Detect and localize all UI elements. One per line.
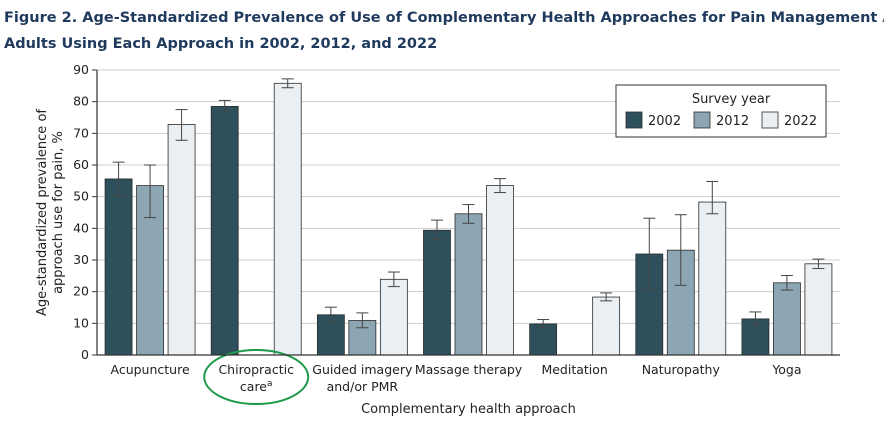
y-tick-label: 50 [73,189,89,204]
y-tick-label: 10 [73,315,89,330]
x-tick-label: Naturopathy [642,362,721,377]
bar-2002 [423,229,451,356]
bar-2022 [167,124,196,356]
x-tick-label: Yoga [771,362,801,377]
x-tick-label: Massage therapy [415,362,523,377]
x-tick-label: Guided imagery [312,362,413,377]
y-tick-label: 20 [73,284,89,299]
bar-2022 [698,201,727,356]
legend-title: Survey year [692,92,771,107]
error-bars [112,78,825,329]
figure-title-line2: Adults Using Each Approach in 2002, 2012… [4,36,437,52]
legend-swatch-2002 [625,111,643,129]
y-tick-label: 70 [73,125,89,140]
footnote-marker: a [267,379,273,389]
x-tick-label: Chiropractic [218,362,294,377]
y-tick-label: 40 [73,220,89,235]
x-tick-label-line2-text: care [240,379,267,394]
figure-title-line1: Figure 2. Age-Standardized Prevalence of… [4,10,884,26]
bar-2022 [592,296,621,356]
category-labels: Acupuncture Chiropractic carea Guided image… [110,349,802,405]
legend-label-2012: 2012 [716,114,749,129]
x-tick-label: Acupuncture [110,362,189,377]
x-axis-title: Complementary health approach [361,402,576,417]
legend-label-2022: 2022 [784,114,817,129]
x-tick-label-line2: carea [240,379,273,394]
y-axis-title-line1: Age-standardized prevalence of [35,109,50,316]
y-tick-label: 60 [73,157,89,172]
y-axis-title-line2: approach use for pain, % [51,131,66,294]
bar-2022 [804,263,833,356]
x-tick-label-line2: and/or PMR [327,379,399,394]
bar-2012 [773,282,801,356]
y-tick-label: 30 [73,252,89,267]
bar-2002 [210,106,239,356]
legend: Survey year 2002 2012 2022 [615,84,827,138]
y-tick-label: 80 [73,94,89,109]
y-axis-ticks: 0 10 20 30 40 50 60 70 80 90 [73,62,97,362]
bar-2002 [104,178,133,356]
x-tick-label: Meditation [541,362,607,377]
bar-2022 [273,82,302,356]
bar-2002 [529,323,558,356]
bar-2012 [454,213,483,356]
bar-2022 [486,185,514,356]
legend-label-2002: 2002 [648,114,681,129]
y-axis-title: Age-standardized prevalence of approach … [35,109,66,316]
highlight-ellipse [203,349,310,405]
y-tick-label: 90 [73,62,89,77]
legend-box [615,84,827,138]
legend-swatch-2022 [761,111,779,129]
y-tick-label: 0 [81,347,89,362]
bar-2022 [379,278,408,356]
x-tick-label-line2-text: and/or PMR [327,379,399,394]
legend-swatch-2012 [693,111,711,129]
